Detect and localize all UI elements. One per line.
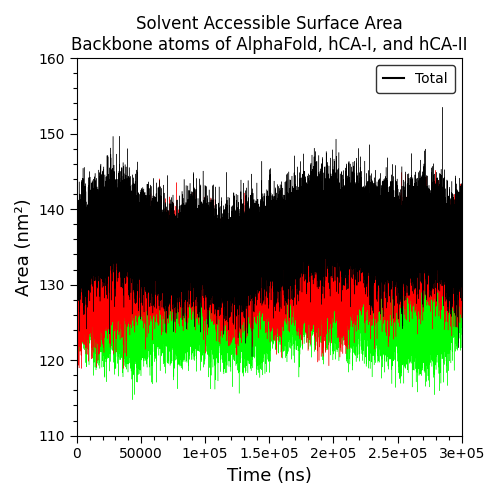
Legend: Total: Total [376,65,455,93]
Title: Solvent Accessible Surface Area
Backbone atoms of AlphaFold, hCA-I, and hCA-II: Solvent Accessible Surface Area Backbone… [71,15,468,54]
X-axis label: Time (ns): Time (ns) [227,467,312,485]
Y-axis label: Area (nm²): Area (nm²) [15,198,33,296]
